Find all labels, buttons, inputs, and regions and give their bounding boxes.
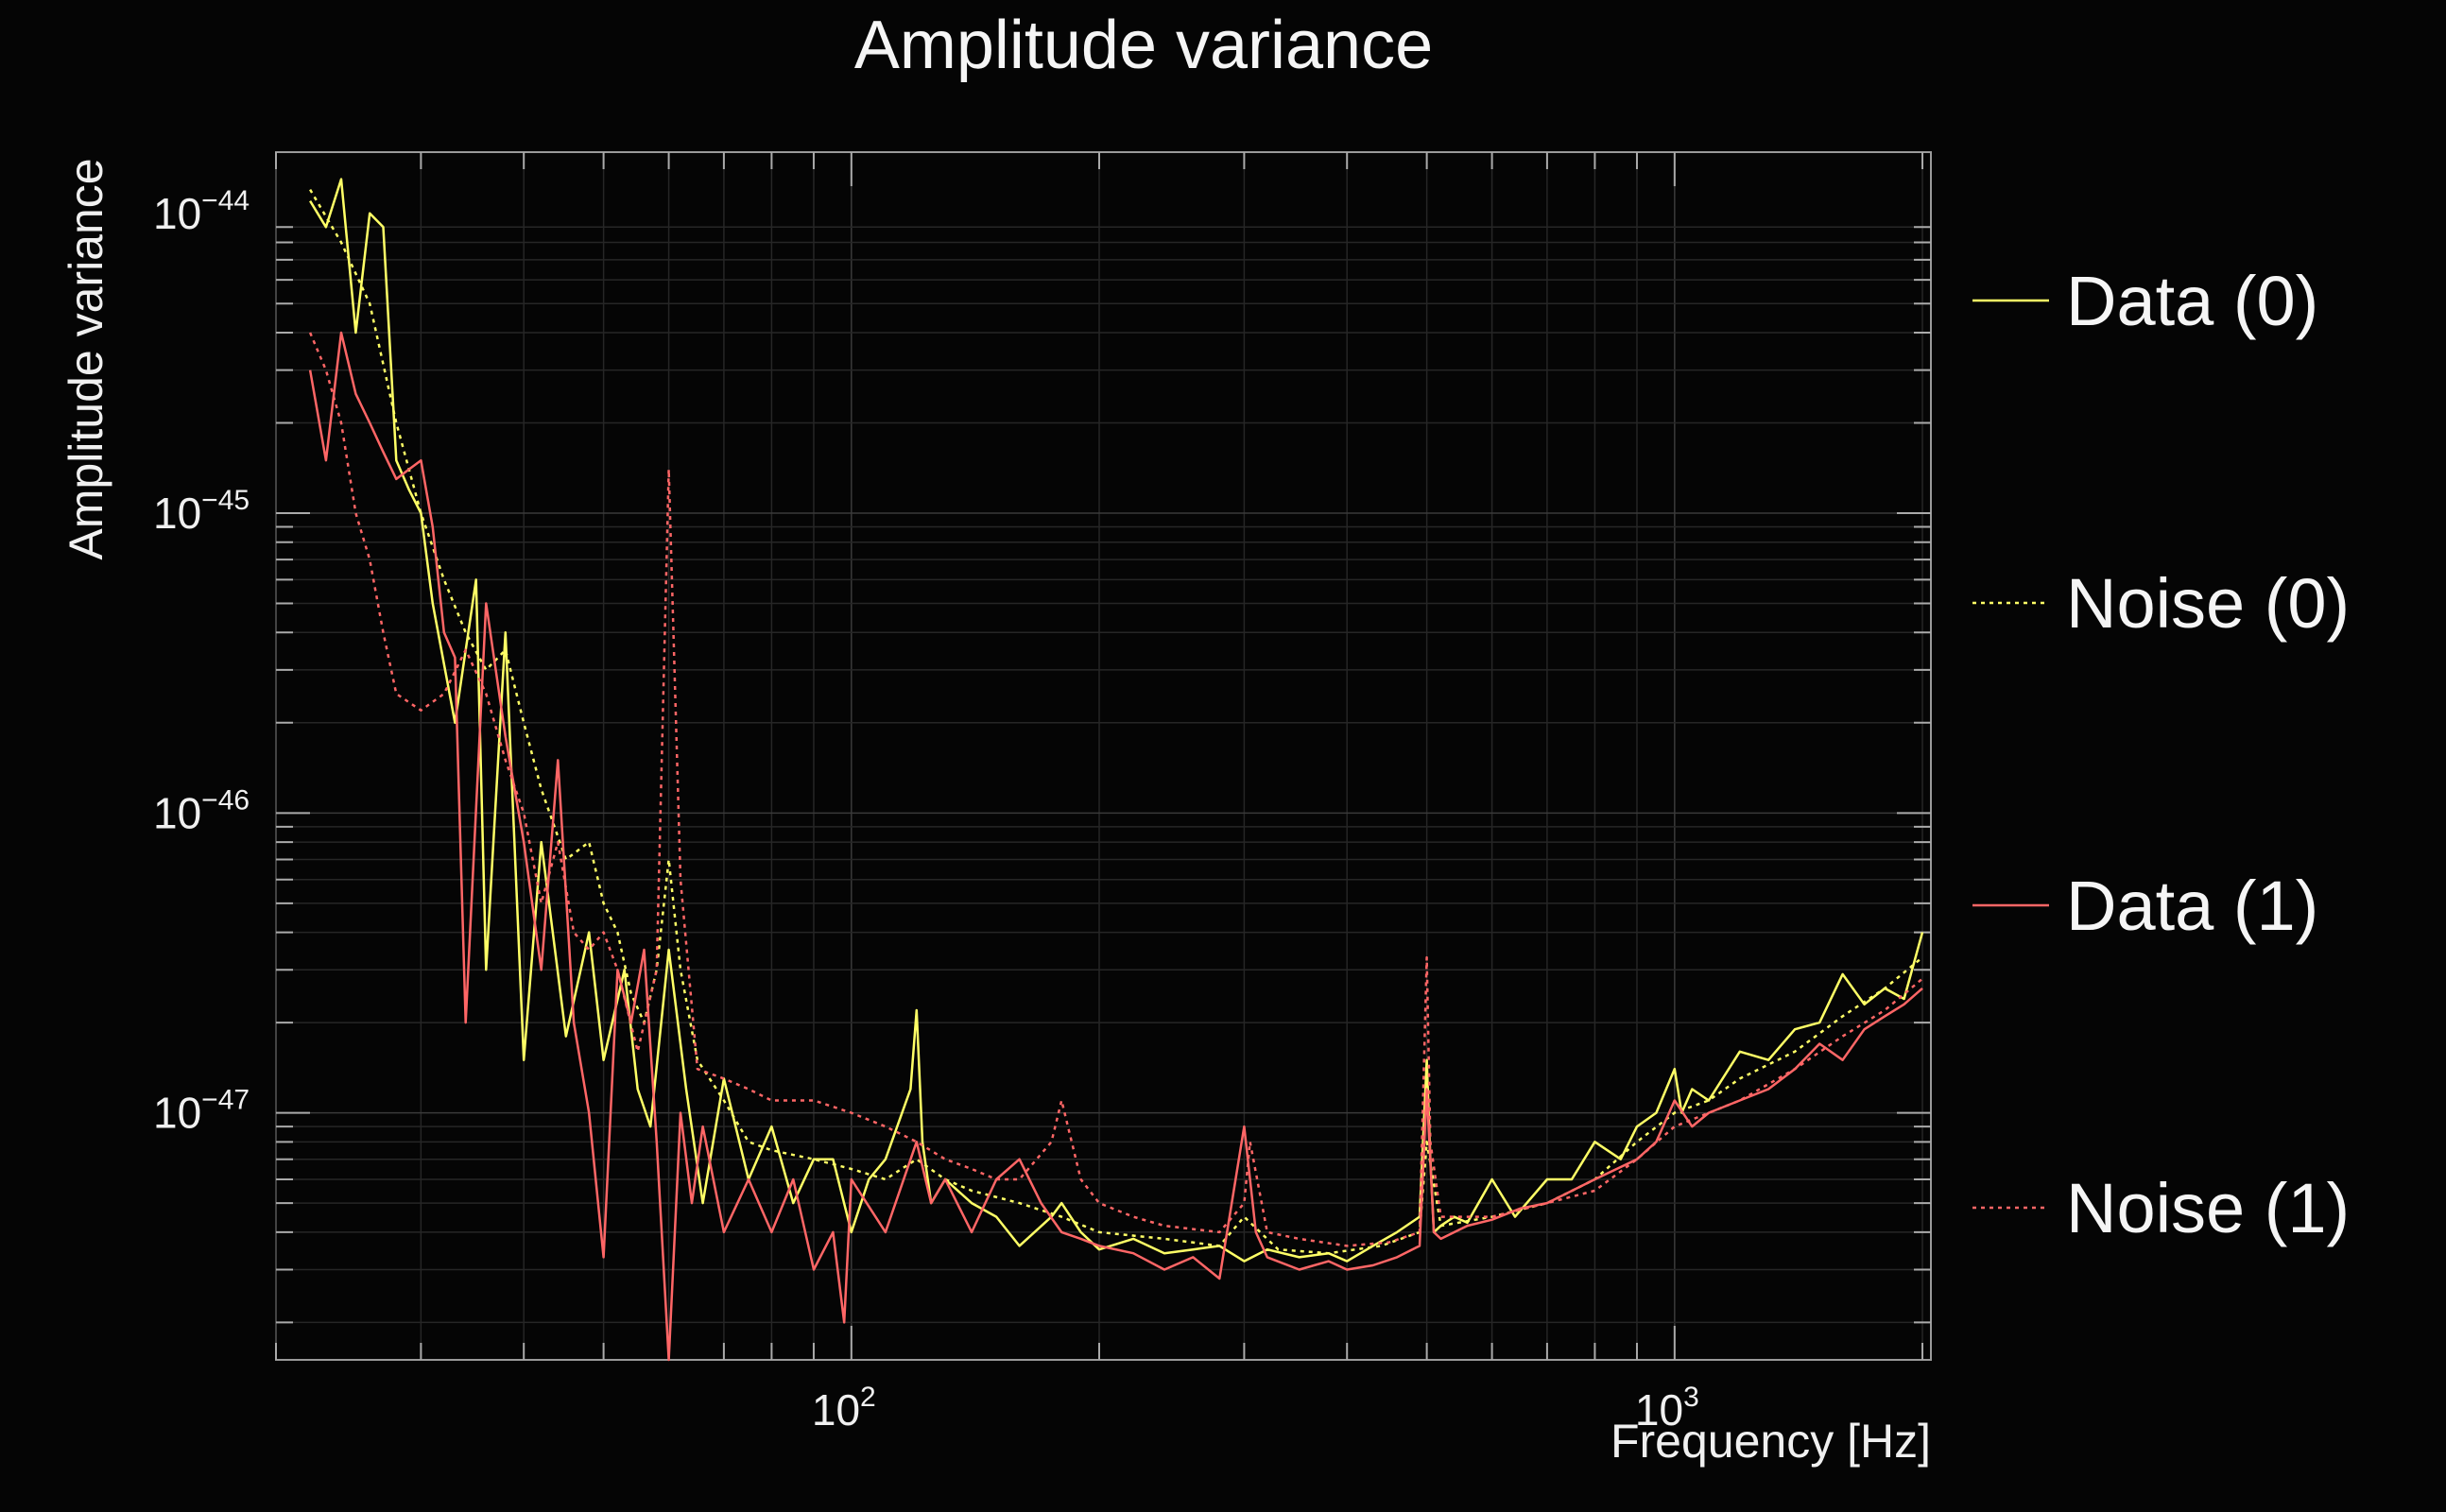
x-axis-label: Frequency [Hz] [1611, 1415, 1931, 1468]
legend-label: Noise (1) [2066, 1169, 2350, 1247]
series-line-noise-1 [308, 332, 1923, 1247]
y-tick-label: 10−46 [153, 784, 250, 837]
series-line-noise-0 [309, 188, 1923, 1255]
grid [275, 152, 1931, 1360]
series-line-data-0 [309, 178, 1924, 1263]
legend-label: Data (0) [2066, 262, 2318, 340]
legend-label: Data (1) [2066, 867, 2318, 945]
tick-labels: 102 103 10−44 10−45 10−46 10−47 [153, 185, 1699, 1435]
chart-title: Amplitude variance [854, 8, 1433, 83]
x-tick-label: 103 [1635, 1382, 1699, 1435]
series-line-data-1 [308, 331, 1923, 1362]
series-group [308, 178, 1924, 1362]
x-tick-label: 102 [812, 1382, 876, 1435]
y-tick-label: 10−44 [153, 185, 250, 238]
y-tick-label: 10−47 [153, 1085, 250, 1138]
legend-label: Noise (0) [2066, 564, 2350, 643]
legend: Data (0) Noise (0) Data (1) Noise (1) [1972, 262, 2350, 1247]
tick-marks [275, 152, 1931, 1360]
y-tick-label: 10−45 [153, 485, 250, 538]
y-axis-label: Amplitude variance [60, 158, 112, 559]
